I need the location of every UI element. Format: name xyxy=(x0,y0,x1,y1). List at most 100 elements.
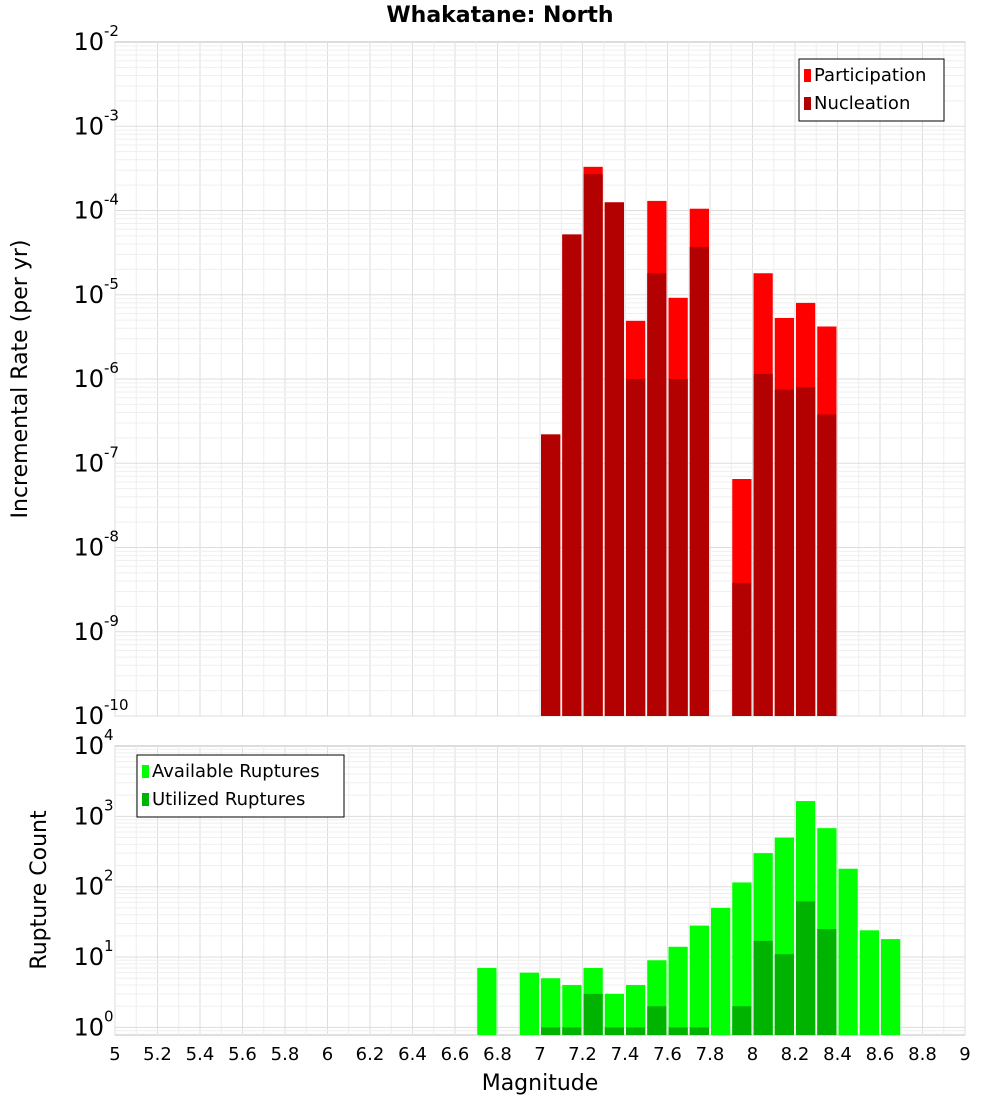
y-tick-base: 10 xyxy=(73,534,104,562)
nucleation-bar xyxy=(562,234,582,717)
nucleation-bar xyxy=(796,387,816,716)
x-tick-label: 5.8 xyxy=(271,1044,300,1065)
available-ruptures-bar xyxy=(668,946,688,1035)
participation-legend-swatch xyxy=(804,69,811,82)
x-tick-label: 7.6 xyxy=(653,1044,682,1065)
nucleation-bar xyxy=(732,582,752,716)
utilized-ruptures-bar xyxy=(689,1027,709,1035)
x-tick-label: 8.6 xyxy=(866,1044,895,1065)
nucleation-bar xyxy=(689,246,709,716)
count-legend: Available Ruptures Utilized Ruptures xyxy=(136,754,345,818)
y-tick-exponent: -6 xyxy=(104,359,119,377)
y-tick-label: 10 -8 xyxy=(73,528,119,562)
utilized-ruptures-bar xyxy=(753,940,773,1035)
y-tick-label: 10 1 xyxy=(73,937,113,971)
nucleation-bar xyxy=(668,379,688,716)
available-ruptures-bar xyxy=(477,967,497,1035)
available-ruptures-bar xyxy=(711,907,731,1035)
x-axis-label: Magnitude xyxy=(482,1071,599,1096)
utilized-ruptures-bar xyxy=(796,901,816,1035)
y-tick-label: 10 -2 xyxy=(73,22,119,56)
y-tick-base: 10 xyxy=(73,802,104,830)
y-tick-label: 10 4 xyxy=(73,726,113,760)
x-tick-label: 8.2 xyxy=(781,1044,810,1065)
y-tick-base: 10 xyxy=(73,197,104,225)
y-tick-label: 10 0 xyxy=(73,1007,113,1041)
utilized-ruptures-bar xyxy=(774,954,794,1035)
available-ruptures-bar xyxy=(562,985,582,1035)
utilized-ruptures-legend-swatch xyxy=(142,793,149,806)
nucleation-bar xyxy=(774,389,794,716)
x-tick-label: 9 xyxy=(959,1044,970,1065)
y-tick-label: 10 -4 xyxy=(73,191,119,225)
y-tick-label: 10 -9 xyxy=(73,612,119,646)
available-ruptures-bar xyxy=(519,972,539,1035)
y-tick-base: 10 xyxy=(73,1013,104,1041)
utilized-ruptures-bar xyxy=(604,1027,624,1035)
available-ruptures-legend-label: Available Ruptures xyxy=(152,761,320,782)
y-tick-base: 10 xyxy=(73,732,104,760)
utilized-ruptures-bar xyxy=(732,1006,752,1035)
chart-title: Whakatane: North xyxy=(386,3,613,28)
y-tick-base: 10 xyxy=(73,943,104,971)
nucleation-legend-swatch xyxy=(804,97,811,110)
x-tick-label: 6.4 xyxy=(398,1044,427,1065)
y-tick-exponent: 1 xyxy=(104,937,114,955)
available-ruptures-bar xyxy=(689,925,709,1035)
legend-box xyxy=(136,754,345,818)
x-tick-label: 6 xyxy=(322,1044,333,1065)
rate-y-axis-label: Incremental Rate (per yr) xyxy=(8,240,33,519)
utilized-ruptures-bar xyxy=(626,1027,646,1035)
y-tick-label: 10 -10 xyxy=(73,696,128,730)
nucleation-bar xyxy=(817,414,837,716)
y-tick-base: 10 xyxy=(73,281,104,309)
y-tick-base: 10 xyxy=(73,618,104,646)
x-tick-label: 5 xyxy=(109,1044,120,1065)
utilized-ruptures-bar xyxy=(541,1027,561,1035)
y-tick-label: 10 -6 xyxy=(73,359,119,393)
y-tick-exponent: 4 xyxy=(104,726,114,744)
y-tick-base: 10 xyxy=(73,365,104,393)
rate-grid xyxy=(114,42,966,717)
y-tick-label: 10 3 xyxy=(73,796,113,830)
y-tick-exponent: -4 xyxy=(104,191,119,209)
y-tick-label: 10 2 xyxy=(73,867,113,901)
y-tick-exponent: -5 xyxy=(104,275,119,293)
x-tick-label: 6.8 xyxy=(483,1044,512,1065)
y-tick-base: 10 xyxy=(73,28,104,56)
x-tick-label: 5.6 xyxy=(228,1044,257,1065)
y-tick-exponent: 2 xyxy=(104,867,114,885)
y-tick-base: 10 xyxy=(73,873,104,901)
y-tick-base: 10 xyxy=(73,702,104,730)
utilized-ruptures-legend-label: Utilized Ruptures xyxy=(152,789,305,810)
x-tick-label: 8.4 xyxy=(823,1044,852,1065)
available-ruptures-bar xyxy=(732,882,752,1035)
x-tick-label: 8.8 xyxy=(908,1044,937,1065)
y-tick-exponent: -7 xyxy=(104,443,119,461)
available-ruptures-legend-swatch xyxy=(142,765,149,778)
nucleation-bar xyxy=(583,174,603,717)
y-tick-label: 10 -7 xyxy=(73,443,119,477)
legend-box xyxy=(798,58,945,122)
x-tick-label: 5.2 xyxy=(143,1044,172,1065)
nucleation-bar xyxy=(647,273,667,716)
available-ruptures-bar xyxy=(541,978,561,1035)
x-tick-label: 7.8 xyxy=(696,1044,725,1065)
x-tick-label: 5.4 xyxy=(186,1044,215,1065)
count-x-ticks: 5 5.2 5.4 5.6 5.8 6 6.2 6.4 6.6 6.8 7 7.2 7.4 7.6 7.8 8… xyxy=(109,1044,970,1065)
y-tick-exponent: -2 xyxy=(104,22,119,40)
available-ruptures-bar xyxy=(881,939,901,1035)
x-tick-label: 8 xyxy=(747,1044,758,1065)
y-tick-base: 10 xyxy=(73,112,104,140)
x-tick-label: 6.6 xyxy=(441,1044,470,1065)
y-tick-exponent: -10 xyxy=(104,696,129,714)
nucleation-bar xyxy=(541,434,561,716)
utilized-ruptures-bar xyxy=(668,1027,688,1035)
x-tick-label: 7 xyxy=(534,1044,545,1065)
nucleation-bar xyxy=(753,373,773,716)
